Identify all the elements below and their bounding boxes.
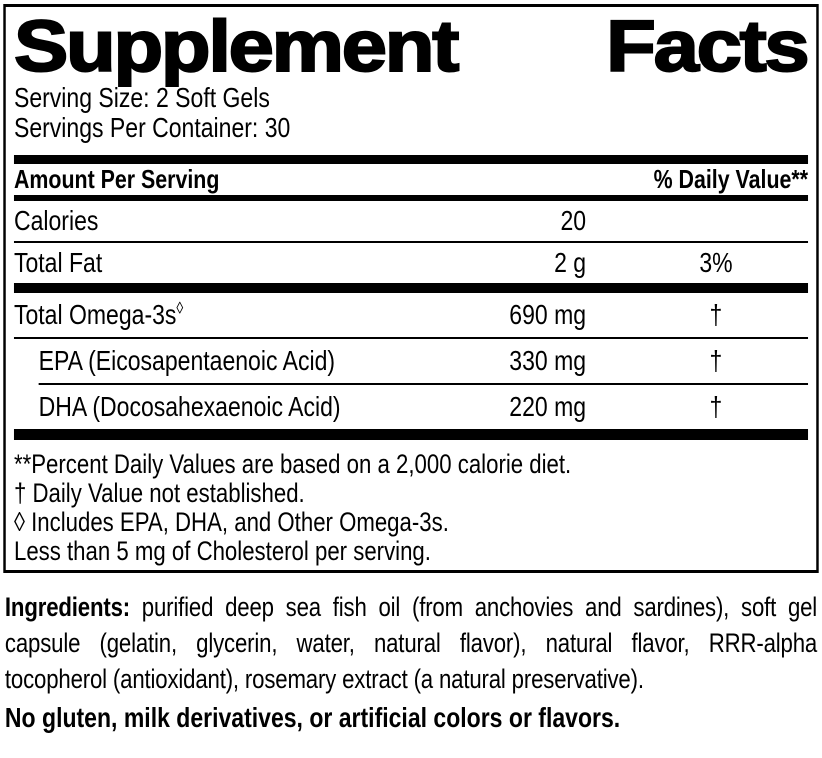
divider-thick-top (13, 155, 809, 164)
footnote-daily-value-not-established: † Daily Value not established. (13, 478, 305, 508)
ingredients-paragraph: Ingredients: purified deep sea fish oil … (5, 589, 817, 697)
footnote-includes-omega3s: ◊ Includes EPA, DHA, and Other Omega-3s. (13, 507, 449, 537)
nutrient-daily-value: 3% (699, 247, 733, 278)
lozenge-footnote-marker: ◊ (176, 298, 184, 318)
servings-per-container: Servings Per Container: 30 (13, 112, 291, 143)
nutrient-amount: 220 mg (509, 391, 587, 422)
divider-thick-mid (13, 283, 809, 293)
nutrient-daily-value: † (709, 345, 723, 376)
nutrient-amount: 690 mg (509, 299, 587, 330)
nutrient-name: EPA (Eicosapentaenoic Acid) (38, 345, 336, 376)
nutrient-daily-value: † (709, 391, 723, 422)
daily-value-header: % Daily Value** (653, 164, 809, 194)
ingredients-label: Ingredients: (4, 592, 130, 622)
panel-title: Supplement Facts (13, 7, 811, 84)
nutrient-name: Calories (13, 205, 99, 236)
footnotes-block: **Percent Daily Values are based on a 2,… (14, 440, 808, 566)
divider-thin-indented (38, 383, 809, 385)
allergen-claim: No gluten, milk derivatives, or artifici… (4, 702, 621, 733)
divider-medium (13, 195, 809, 201)
title-word-supplement: Supplement (13, 7, 461, 87)
nutrient-name: Total Omega-3s◊ (13, 298, 184, 330)
divider-thin (13, 241, 809, 243)
serving-size: Serving Size: 2 Soft Gels (13, 82, 270, 113)
table-row-epa: EPA (Eicosapentaenoic Acid) 330 mg † (14, 339, 808, 383)
amount-per-serving-header: Amount Per Serving (13, 164, 220, 194)
table-row-total-omega3s: Total Omega-3s◊ 690 mg † (14, 293, 808, 337)
ingredients-text: purified deep sea fish oil (from anchovi… (4, 592, 818, 694)
divider-thin (13, 337, 809, 339)
supplement-label-page: Supplement Facts Serving Size: 2 Soft Ge… (0, 4, 822, 733)
table-row-dha: DHA (Docosahexaenoic Acid) 220 mg † (14, 385, 808, 429)
nutrient-name: DHA (Docosahexaenoic Acid) (38, 391, 341, 422)
table-header-row: Amount Per Serving % Daily Value** (14, 164, 808, 195)
serving-info: Serving Size: 2 Soft Gels Servings Per C… (14, 83, 808, 143)
divider-thick-bottom (13, 429, 809, 440)
footnote-percent-daily-values: **Percent Daily Values are based on a 2,… (13, 449, 572, 479)
nutrient-amount: 330 mg (509, 345, 587, 376)
nutrient-name: Total Fat (13, 247, 103, 278)
nutrient-daily-value: † (709, 299, 723, 330)
nutrient-amount: 20 (560, 205, 587, 236)
table-row-total-fat: Total Fat 2 g 3% (14, 243, 808, 283)
table-row-calories: Calories 20 (14, 201, 808, 241)
title-word-facts: Facts (605, 7, 811, 87)
footnote-cholesterol: Less than 5 mg of Cholesterol per servin… (13, 536, 431, 566)
nutrient-amount: 2 g (554, 247, 587, 278)
supplement-facts-panel: Supplement Facts Serving Size: 2 Soft Ge… (3, 4, 819, 573)
